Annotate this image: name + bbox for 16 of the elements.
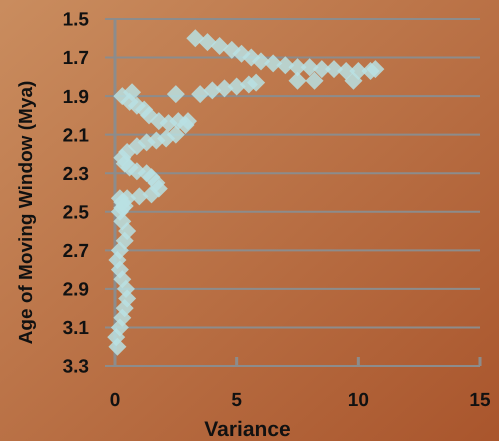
y-tick-label: 2.3	[62, 164, 89, 185]
y-tick-label: 2.7	[62, 240, 89, 262]
y-tick-label: 1.5	[62, 10, 90, 31]
x-tick-label: 5	[231, 390, 242, 411]
x-axis-title: Variance	[204, 418, 291, 441]
y-tick-label: 1.9	[62, 86, 89, 108]
x-tick-label: 0	[110, 390, 120, 411]
y-tick-label: 2.9	[62, 280, 89, 301]
y-axis-title: Age of Moving Window (Mya)	[16, 80, 37, 344]
y-tick-label: 3.1	[62, 318, 90, 340]
y-tick-label: 1.7	[62, 48, 89, 70]
y-tick-label: 2.1	[62, 125, 90, 146]
x-tick-label: 10	[348, 390, 369, 411]
y-tick-label: 3.3	[62, 356, 89, 378]
y-tick-label: 2.5	[62, 202, 90, 224]
x-tick-label: 15	[469, 390, 491, 411]
